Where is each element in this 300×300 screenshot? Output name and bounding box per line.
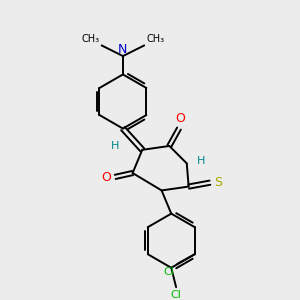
Text: CH₃: CH₃ [146,34,164,44]
Text: S: S [214,176,222,189]
Text: O: O [101,171,111,184]
Text: O: O [175,112,185,125]
Text: N: N [118,43,128,56]
Text: Cl: Cl [164,267,174,277]
Text: CH₃: CH₃ [82,34,100,44]
Text: Cl: Cl [171,290,182,300]
Text: H: H [111,141,119,151]
Text: H: H [196,156,205,167]
